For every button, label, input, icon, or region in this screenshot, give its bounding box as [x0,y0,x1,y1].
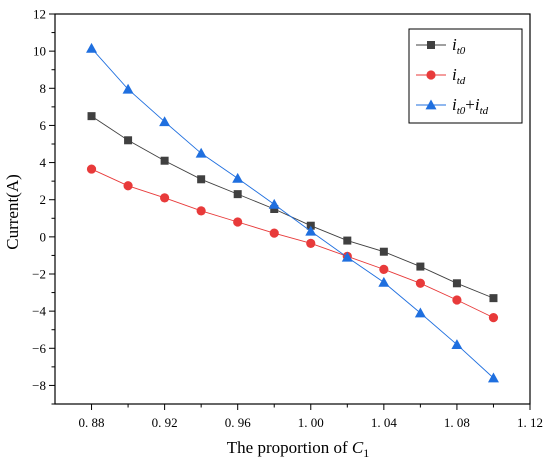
data-point [343,236,352,245]
data-point [160,193,170,203]
data-point [159,116,171,127]
y-tick-label: −2 [32,267,46,282]
legend-marker [425,99,437,110]
y-tick-label: 8 [40,81,47,96]
y-tick-label: 12 [33,7,46,22]
data-point [341,251,353,262]
data-point [160,156,169,165]
data-point [86,164,97,174]
data-point [122,83,134,94]
y-tick-label: 2 [40,192,47,207]
y-tick-label: 6 [40,118,47,133]
data-point [306,221,315,230]
axes: 0. 88 0. 92 0. 96 1. 00 1. 04 1. 08 1. 12 −8 −6 −… [32,7,543,431]
data-point [414,307,426,318]
series-triangle [86,42,499,383]
data-point [232,172,244,183]
data-point [196,206,206,216]
data-point [124,136,133,145]
series-layer [86,42,499,383]
data-point [195,147,207,158]
x-tick-label: 1. 12 [517,415,543,430]
x-tick-label: 0. 92 [152,415,178,430]
legend-marker [427,41,435,49]
data-point [86,42,98,53]
data-point [416,262,425,271]
plot-frame [54,13,531,405]
data-point [306,238,316,248]
data-point [269,228,279,238]
data-point [488,313,499,323]
data-point [451,339,463,349]
data-point [415,278,425,288]
legend-marker [426,70,436,80]
data-point [87,112,96,121]
series-line [91,115,494,299]
y-tick-label: −8 [32,378,46,393]
x-tick-label: 1. 04 [371,415,398,430]
series-line [91,48,494,379]
legend-label: it0 [452,35,466,57]
y-axis-label: Current(A) [3,174,22,250]
data-point [489,294,498,303]
x-tick-label: 0. 96 [225,415,252,430]
data-point [452,295,462,305]
data-point [378,276,390,287]
data-point [305,225,317,236]
y-tick-label: −4 [32,304,46,319]
series-line [91,168,494,319]
x-tick-label: 1. 00 [298,415,324,430]
legend-label: it0+itd [452,95,489,117]
data-point [379,264,389,274]
x-axis-label: The proportion of C1 [227,438,369,460]
data-point [487,372,499,383]
x-tick-label: 0. 88 [79,415,105,430]
y-tick-label: 10 [33,44,46,59]
data-point [233,217,243,227]
x-axis-label-subscript: 1 [363,446,369,460]
legend-label: itd [452,65,466,87]
data-point [233,190,242,199]
x-axis-label-symbol: C [352,438,364,457]
x-tick-label: 1. 08 [444,415,470,430]
data-point [452,279,461,288]
legend: it0 itd it0+itd [408,28,523,124]
data-point [197,175,206,184]
x-axis-label-text: The proportion of [227,438,352,457]
data-point [379,247,388,256]
series-circle [86,164,499,323]
data-point [270,205,279,213]
series-square [87,112,498,303]
data-point [268,198,280,209]
y-tick-label: 0 [40,229,47,244]
y-tick-label: −6 [32,341,46,356]
data-point [123,181,133,191]
y-tick-label: 4 [40,155,47,170]
